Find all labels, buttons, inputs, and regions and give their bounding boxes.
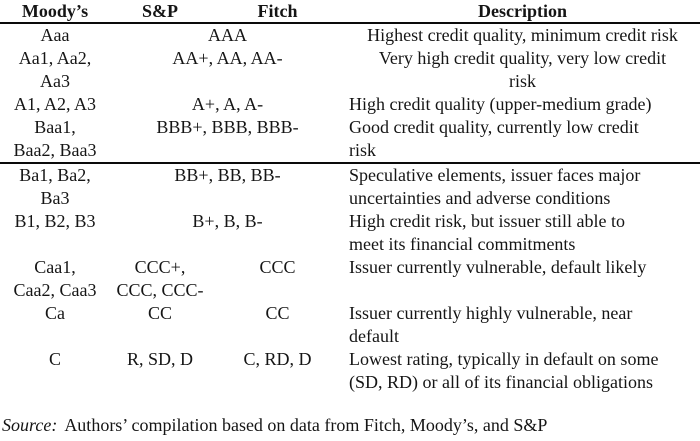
cell-description: Good credit quality, currently low credi…: [349, 117, 639, 160]
header-row: Moody’s S&P Fitch Description: [0, 0, 700, 24]
cell-moodys: Aa1, Aa2, Aa3: [18, 48, 92, 91]
col-header-moodys: Moody’s: [0, 0, 110, 24]
cell-description: Issuer currently vulnerable, default lik…: [349, 257, 647, 277]
table-row-aa: Aa1, Aa2, Aa3 AA+, AA, AA- Very high cre…: [0, 47, 700, 93]
cell-moodys: Baa1, Baa2, Baa3: [13, 117, 97, 160]
credit-ratings-table: Moody’s S&P Fitch Description Aaa AAA Hi…: [0, 0, 700, 394]
table-row-baa: Baa1, Baa2, Baa3 BBB+, BBB, BBB- Good cr…: [0, 116, 700, 163]
table-row-caa: Caa1, Caa2, Caa3 CCC+, CCC, CCC- CCC Iss…: [0, 256, 700, 302]
cell-moodys: Ba1, Ba2, Ba3: [0, 162, 110, 210]
cell-moodys: C: [48, 349, 61, 369]
table-row-b: B1, B2, B3 B+, B, B- High credit risk, b…: [0, 210, 700, 256]
cell-fitch: C, RD, D: [243, 349, 312, 369]
cell-sp-fitch: BB+, BB, BB-: [110, 162, 345, 210]
cell-sp-fitch: BBB+, BBB, BBB-: [156, 117, 299, 137]
table-row-aaa: Aaa AAA Highest credit quality, minimum …: [0, 23, 700, 47]
cell-moodys: Ca: [45, 303, 65, 323]
cell-sp: CCC+, CCC, CCC-: [116, 257, 204, 300]
cell-moodys: B1, B2, B3: [14, 211, 96, 231]
cell-moodys: A1, A2, A3: [13, 94, 96, 114]
cell-sp-fitch: AAA: [208, 25, 247, 45]
cell-moodys: Caa1, Caa2, Caa3: [13, 257, 97, 300]
source-note: Source: Authors’ compilation based on dat…: [2, 414, 700, 437]
table-row-a: A1, A2, A3 A+, A, A- High credit quality…: [0, 93, 700, 116]
cell-sp: CC: [147, 303, 172, 323]
cell-sp-fitch: A+, A, A-: [191, 94, 264, 114]
col-header-description: Description: [345, 0, 700, 24]
col-header-fitch: Fitch: [210, 0, 345, 24]
cell-description: High credit risk, but issuer still able …: [349, 211, 625, 254]
cell-fitch: CC: [265, 303, 290, 323]
source-text: Authors’ compilation based on data from …: [64, 415, 548, 435]
cell-moodys: Aaa: [40, 25, 70, 45]
table-row-ca: Ca CC CC Issuer currently highly vulnera…: [0, 302, 700, 348]
cell-description: Lowest rating, typically in default on s…: [349, 349, 659, 392]
cell-description: Highest credit quality, minimum credit r…: [367, 25, 678, 45]
col-header-sp: S&P: [110, 0, 210, 24]
cell-sp: R, SD, D: [126, 349, 193, 369]
table-row-ba: Ba1, Ba2, Ba3 BB+, BB, BB- Speculative e…: [0, 162, 700, 210]
cell-description: Very high credit quality, very low credi…: [378, 48, 667, 91]
cell-fitch: CCC: [259, 257, 296, 277]
cell-description: Issuer currently highly vulnerable, near…: [349, 303, 633, 346]
cell-description: Speculative elements, issuer faces major…: [345, 162, 700, 210]
source-label: Source:: [2, 415, 58, 435]
cell-sp-fitch: B+, B, B-: [192, 211, 263, 231]
cell-sp-fitch: AA+, AA, AA-: [172, 48, 283, 68]
table-row-c: C R, SD, D C, RD, D Lowest rating, typic…: [0, 348, 700, 394]
cell-description: High credit quality (upper-medium grade): [349, 94, 652, 114]
